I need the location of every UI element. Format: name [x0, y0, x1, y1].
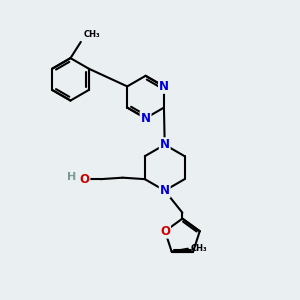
Text: O: O: [80, 172, 89, 186]
Text: N: N: [159, 80, 169, 93]
Text: N: N: [160, 184, 170, 197]
Text: O: O: [160, 225, 170, 238]
Text: CH₃: CH₃: [83, 30, 100, 39]
Text: N: N: [141, 112, 151, 125]
Text: H: H: [68, 172, 77, 182]
Text: N: N: [160, 138, 170, 151]
Text: CH₃: CH₃: [190, 244, 207, 253]
